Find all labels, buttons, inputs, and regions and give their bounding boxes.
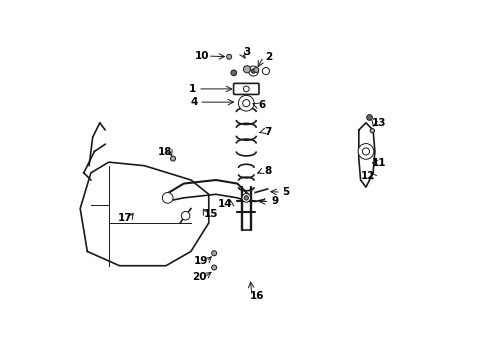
Text: 19: 19 <box>193 256 208 266</box>
Text: 15: 15 <box>203 208 218 219</box>
Circle shape <box>248 66 258 76</box>
Circle shape <box>242 100 249 107</box>
Text: 2: 2 <box>264 52 272 62</box>
Circle shape <box>242 194 250 202</box>
Circle shape <box>211 265 216 270</box>
Text: 9: 9 <box>271 197 278 206</box>
Text: 10: 10 <box>195 51 209 61</box>
Circle shape <box>243 86 248 92</box>
Circle shape <box>253 67 258 72</box>
Circle shape <box>244 196 248 200</box>
Circle shape <box>211 251 216 256</box>
Text: 20: 20 <box>191 272 206 282</box>
Circle shape <box>230 70 236 76</box>
Circle shape <box>357 144 373 159</box>
Text: 14: 14 <box>218 199 232 209</box>
Circle shape <box>238 95 254 111</box>
Text: 1: 1 <box>189 84 196 94</box>
Circle shape <box>251 69 255 73</box>
Text: 4: 4 <box>190 97 197 107</box>
Text: 11: 11 <box>371 158 386 168</box>
Circle shape <box>226 54 231 59</box>
Circle shape <box>181 211 189 220</box>
Circle shape <box>243 66 250 73</box>
Text: 18: 18 <box>157 147 172 157</box>
Text: 3: 3 <box>243 48 250 58</box>
Text: 8: 8 <box>264 166 271 176</box>
Circle shape <box>170 156 175 161</box>
Text: 16: 16 <box>249 291 264 301</box>
Text: 6: 6 <box>258 100 264 110</box>
Circle shape <box>262 67 269 75</box>
Circle shape <box>362 148 369 155</box>
Circle shape <box>162 193 173 203</box>
Text: 17: 17 <box>117 212 132 222</box>
Text: 7: 7 <box>264 127 271 137</box>
FancyBboxPatch shape <box>233 84 259 94</box>
Circle shape <box>366 114 372 120</box>
Text: 13: 13 <box>371 118 386 128</box>
Text: 12: 12 <box>360 171 374 181</box>
Text: 5: 5 <box>282 187 289 197</box>
Circle shape <box>369 129 374 133</box>
